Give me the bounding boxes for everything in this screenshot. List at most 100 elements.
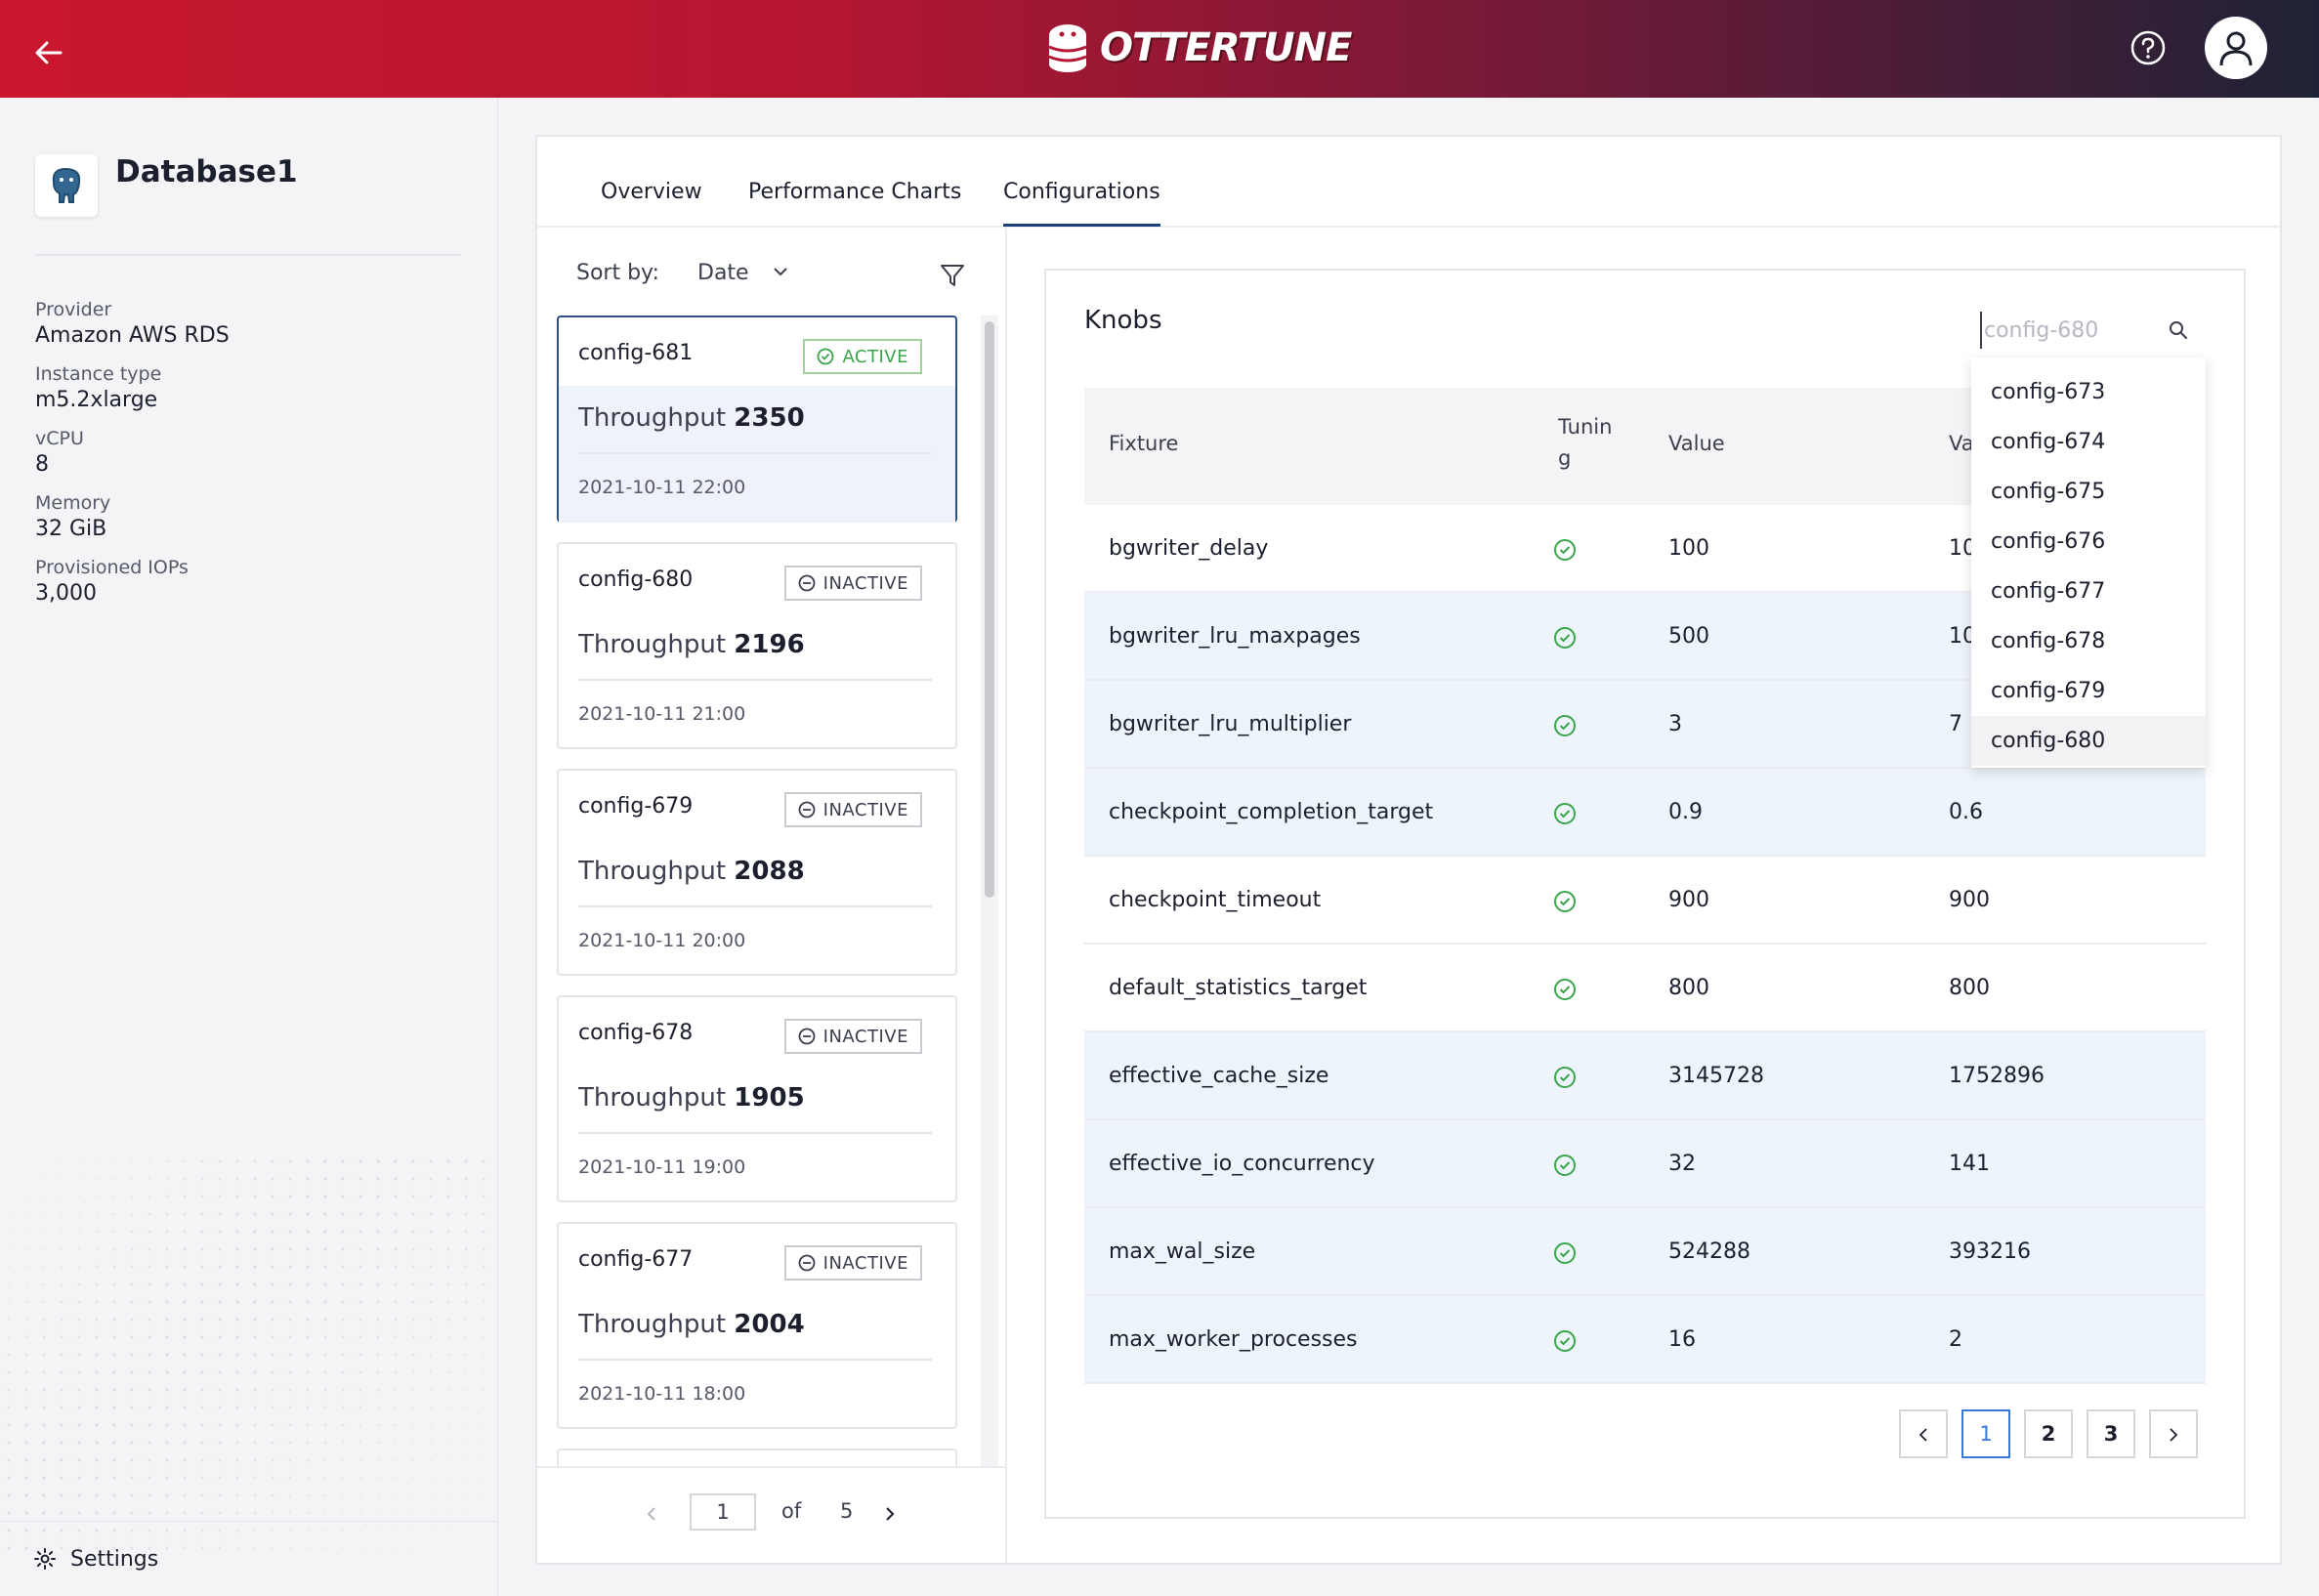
- value-cell: 900: [1668, 888, 1709, 912]
- compare-cell: 2: [1949, 1327, 1962, 1352]
- back-button[interactable]: [29, 33, 68, 72]
- status-badge: ACTIVE: [803, 339, 922, 374]
- page-button-1[interactable]: 1: [1961, 1409, 2010, 1458]
- tab-bar: Overview Performance Charts Configuratio…: [537, 137, 2280, 228]
- prev-page-button[interactable]: [1899, 1409, 1948, 1458]
- dropdown-option[interactable]: config-673: [1991, 380, 2106, 404]
- dropdown-option[interactable]: config-677: [1991, 579, 2106, 604]
- compare-cell: 141: [1949, 1152, 1990, 1176]
- tab-performance-charts[interactable]: Performance Charts: [748, 180, 962, 204]
- value-cell: 3145728: [1668, 1064, 1764, 1088]
- brand-name: OTTERTUNE: [1100, 25, 1352, 70]
- card-body: Throughput 1905 2021-10-11 19:00: [559, 1066, 955, 1202]
- dropdown-option[interactable]: config-674: [1991, 430, 2106, 454]
- user-avatar-button[interactable]: [2205, 17, 2267, 79]
- page-button-2[interactable]: 2: [2024, 1409, 2073, 1458]
- config-name: config-680: [578, 567, 694, 592]
- table-row[interactable]: max_wal_size 524288 393216: [1084, 1208, 2206, 1296]
- question-circle-icon: [2130, 30, 2166, 65]
- dropdown-option[interactable]: config-678: [1991, 629, 2106, 653]
- check-circle-icon: [818, 348, 834, 365]
- table-row[interactable]: checkpoint_timeout 900 900: [1084, 857, 2206, 945]
- value-cell: 3: [1668, 712, 1682, 736]
- table-row[interactable]: bgwriter_delay 100 10: [1084, 505, 2206, 593]
- fixture-cell: effective_cache_size: [1109, 1064, 1329, 1088]
- throughput: Throughput 2088: [578, 857, 805, 886]
- sort-select[interactable]: Date: [697, 261, 749, 285]
- value-cell: 32: [1668, 1152, 1696, 1176]
- fixture-cell: bgwriter_delay: [1109, 536, 1269, 561]
- minus-circle-icon: [798, 801, 816, 819]
- chevron-right-icon: [2170, 1428, 2178, 1442]
- table-row[interactable]: effective_io_concurrency 32 141: [1084, 1120, 2206, 1208]
- dropdown-option[interactable]: config-676: [1991, 529, 2106, 554]
- dropdown-option[interactable]: config-675: [1991, 480, 2106, 504]
- card-body: Throughput 2350 2021-10-11 22:00: [559, 386, 955, 523]
- detail-value: m5.2xlarge: [35, 388, 158, 412]
- minus-circle-icon: [798, 1028, 816, 1045]
- dropdown-option[interactable]: config-679: [1991, 679, 2106, 703]
- minus-circle-icon: [798, 1254, 816, 1272]
- divider: [578, 1132, 932, 1134]
- table-row[interactable]: max_worker_processes 16 2: [1084, 1296, 2206, 1384]
- throughput: Throughput 2350: [578, 403, 805, 433]
- fixture-cell: max_wal_size: [1109, 1239, 1256, 1264]
- config-search-input[interactable]: [1980, 312, 2156, 349]
- page-button-3[interactable]: 3: [2087, 1409, 2135, 1458]
- filter-icon[interactable]: [940, 263, 965, 288]
- check-circle-icon: [1554, 803, 1576, 824]
- status-badge: INACTIVE: [783, 1245, 922, 1281]
- detail-label: Provider: [35, 299, 112, 320]
- config-card[interactable]: config-678 INACTIVE Throughput 1905 2021…: [557, 995, 957, 1202]
- throughput: Throughput 2196: [578, 630, 805, 659]
- table-row[interactable]: effective_cache_size 3145728 1752896: [1084, 1032, 2206, 1120]
- config-name: config-679: [578, 794, 694, 819]
- minus-circle-icon: [798, 574, 816, 592]
- check-circle-icon: [1554, 1067, 1576, 1088]
- page-input[interactable]: 1: [690, 1493, 756, 1531]
- chevron-left-icon[interactable]: [643, 1505, 660, 1523]
- config-card[interactable]: config-679 INACTIVE Throughput 2088 2021…: [557, 769, 957, 976]
- detail-value: 32 GiB: [35, 517, 107, 541]
- value-cell: 524288: [1668, 1239, 1750, 1264]
- check-circle-icon: [1554, 539, 1576, 561]
- config-card[interactable]: [557, 1449, 957, 1466]
- settings-link[interactable]: Settings: [0, 1521, 497, 1596]
- config-card[interactable]: config-681 ACTIVE Throughput 2350 2021-1…: [557, 315, 957, 523]
- brand-logo[interactable]: OTTERTUNE: [1045, 21, 1352, 74]
- chevron-down-icon[interactable]: [772, 263, 789, 280]
- table-row[interactable]: default_statistics_target 800 800: [1084, 945, 2206, 1032]
- config-name: config-677: [578, 1247, 694, 1272]
- config-date: 2021-10-11 19:00: [578, 1156, 746, 1178]
- search-icon[interactable]: [2168, 319, 2189, 341]
- card-header: config-681 ACTIVE: [559, 317, 955, 386]
- table-row[interactable]: checkpoint_completion_target 0.9 0.6: [1084, 769, 2206, 857]
- postgresql-icon: [35, 154, 98, 217]
- fixture-cell: bgwriter_lru_multiplier: [1109, 712, 1352, 736]
- detail-label: Instance type: [35, 363, 162, 385]
- database-details: Provider Amazon AWS RDS Instance type m5…: [35, 298, 230, 620]
- help-button[interactable]: [2129, 29, 2167, 66]
- knobs-panel: Knobs Fixture Tunin g Value Va bgwriter_…: [1044, 269, 2246, 1519]
- tab-overview[interactable]: Overview: [601, 180, 702, 204]
- detail-provisioned-iops: Provisioned IOPs 3,000: [35, 556, 230, 609]
- arrow-left-icon: [35, 41, 63, 64]
- dropdown-option-selected[interactable]: config-680: [1971, 716, 2206, 766]
- scrollbar-thumb[interactable]: [985, 321, 994, 898]
- sort-label: Sort by:: [576, 261, 659, 285]
- detail-value: Amazon AWS RDS: [35, 323, 230, 348]
- detail-vcpu: vCPU 8: [35, 427, 230, 480]
- status-text: INACTIVE: [822, 799, 908, 820]
- config-cards: config-681 ACTIVE Throughput 2350 2021-1…: [557, 315, 959, 1466]
- chevron-right-icon[interactable]: [881, 1505, 899, 1523]
- tab-configurations[interactable]: Configurations: [1003, 180, 1160, 227]
- detail-provider: Provider Amazon AWS RDS: [35, 298, 230, 351]
- fixture-cell: default_statistics_target: [1109, 976, 1368, 1000]
- card-header: config-679 INACTIVE: [559, 771, 955, 839]
- config-date: 2021-10-11 22:00: [578, 477, 746, 498]
- next-page-button[interactable]: [2149, 1409, 2198, 1458]
- config-card[interactable]: config-677 INACTIVE Throughput 2004 2021…: [557, 1222, 957, 1429]
- config-search: [1980, 312, 2195, 351]
- card-header: config-680 INACTIVE: [559, 544, 955, 612]
- config-card[interactable]: config-680 INACTIVE Throughput 2196 2021…: [557, 542, 957, 749]
